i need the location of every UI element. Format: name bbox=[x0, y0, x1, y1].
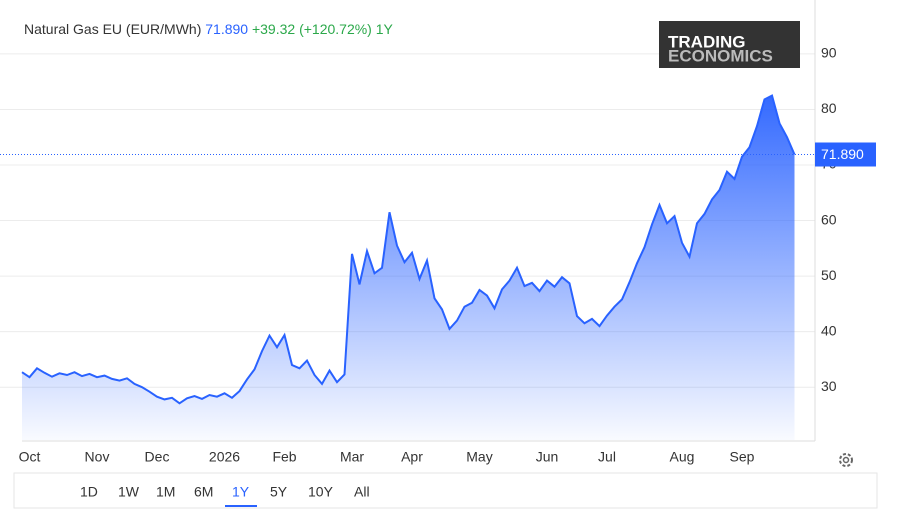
last-value: 71.890 bbox=[205, 21, 248, 37]
logo-text: ECONOMICS bbox=[668, 46, 773, 65]
y-tick-label: 30 bbox=[821, 378, 837, 394]
range-button[interactable]: 10Y bbox=[308, 484, 334, 500]
y-tick-label: 90 bbox=[821, 45, 837, 61]
last-price-badge bbox=[815, 142, 876, 167]
x-tick-label: Apr bbox=[401, 449, 423, 465]
last-price-label: 71.890 bbox=[821, 146, 864, 162]
x-tick-label: Feb bbox=[272, 449, 296, 465]
area-fill bbox=[22, 95, 795, 440]
x-tick-label: Dec bbox=[145, 449, 170, 465]
range-button[interactable]: 6M bbox=[194, 484, 213, 500]
x-tick-label: Nov bbox=[85, 449, 110, 465]
y-tick-label: 80 bbox=[821, 100, 837, 116]
change: +39.32 (+120.72%) bbox=[252, 21, 372, 37]
x-tick-label: Jul bbox=[598, 449, 616, 465]
range-bar bbox=[13, 472, 878, 509]
x-tick-label: May bbox=[466, 449, 492, 465]
y-tick-label: 60 bbox=[821, 211, 837, 227]
settings-icon[interactable] bbox=[839, 453, 853, 467]
x-tick-label: Mar bbox=[340, 449, 364, 465]
range-button[interactable]: 1W bbox=[118, 484, 140, 500]
range-button[interactable]: 1M bbox=[156, 484, 175, 500]
x-tick-label: Aug bbox=[670, 449, 695, 465]
x-tick-label: 2026 bbox=[209, 449, 240, 465]
logo-text: TRADING bbox=[668, 32, 745, 51]
range-button[interactable]: 5Y bbox=[270, 484, 288, 500]
y-tick-label: 40 bbox=[821, 322, 837, 338]
x-tick-label: Sep bbox=[730, 449, 755, 465]
period: 1Y bbox=[376, 21, 394, 37]
y-tick-label: 50 bbox=[821, 267, 837, 283]
x-tick-label: Jun bbox=[536, 449, 559, 465]
range-button[interactable]: All bbox=[354, 484, 370, 500]
logo-box bbox=[659, 21, 800, 68]
header: Natural Gas EU (EUR/MWh) 71.890 +39.32 (… bbox=[24, 21, 394, 37]
x-tick-label: Oct bbox=[19, 449, 41, 465]
title: Natural Gas EU (EUR/MWh) bbox=[24, 21, 201, 37]
range-button[interactable]: 1D bbox=[80, 484, 98, 500]
range-button[interactable]: 1Y bbox=[232, 484, 250, 500]
price-line bbox=[21, 94, 796, 405]
